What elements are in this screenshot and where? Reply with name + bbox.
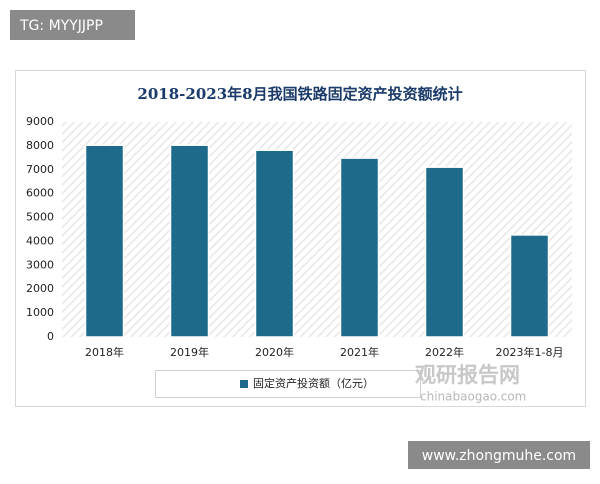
plot-area [62, 122, 572, 337]
bar [169, 144, 210, 338]
y-tick-label: 8000 [26, 139, 54, 152]
legend-swatch [240, 380, 248, 388]
x-tick-label: 2018年 [85, 345, 124, 359]
y-tick-label: 7000 [26, 163, 54, 176]
x-tick-label: 2019年 [170, 345, 209, 359]
legend-label: 固定资产投资额（亿元） [253, 376, 374, 390]
bar [84, 144, 125, 338]
x-tick-label: 2021年 [340, 345, 379, 359]
y-tick-label: 0 [47, 330, 54, 343]
bar [424, 166, 465, 338]
y-tick-label: 6000 [26, 187, 54, 200]
bar [254, 149, 295, 338]
y-tick-label: 9000 [26, 115, 54, 128]
y-tick-label: 1000 [26, 306, 54, 319]
watermark-text: TG: MYYJJPP [19, 18, 103, 34]
logo-text: 观研报告网 [415, 363, 520, 387]
x-tick-label: 2022年 [425, 345, 464, 359]
legend-box [155, 370, 421, 398]
watermark-text: www.zhongmuhe.com [422, 448, 576, 464]
bar [339, 157, 380, 338]
x-tick-label: 2020年 [255, 345, 294, 359]
y-tick-label: 5000 [26, 211, 54, 224]
y-tick-label: 2000 [26, 282, 54, 295]
x-tick-label: 2023年1-8月 [496, 345, 564, 359]
logo-url: chinabaogao.com [420, 390, 526, 404]
watermark-box [408, 441, 590, 469]
y-tick-label: 3000 [26, 258, 54, 271]
chart-title: 2018-2023年8月我国铁路固定资产投资额统计 [137, 85, 462, 103]
watermark-box [10, 10, 135, 40]
y-tick-label: 4000 [26, 234, 54, 247]
bar [509, 234, 550, 338]
